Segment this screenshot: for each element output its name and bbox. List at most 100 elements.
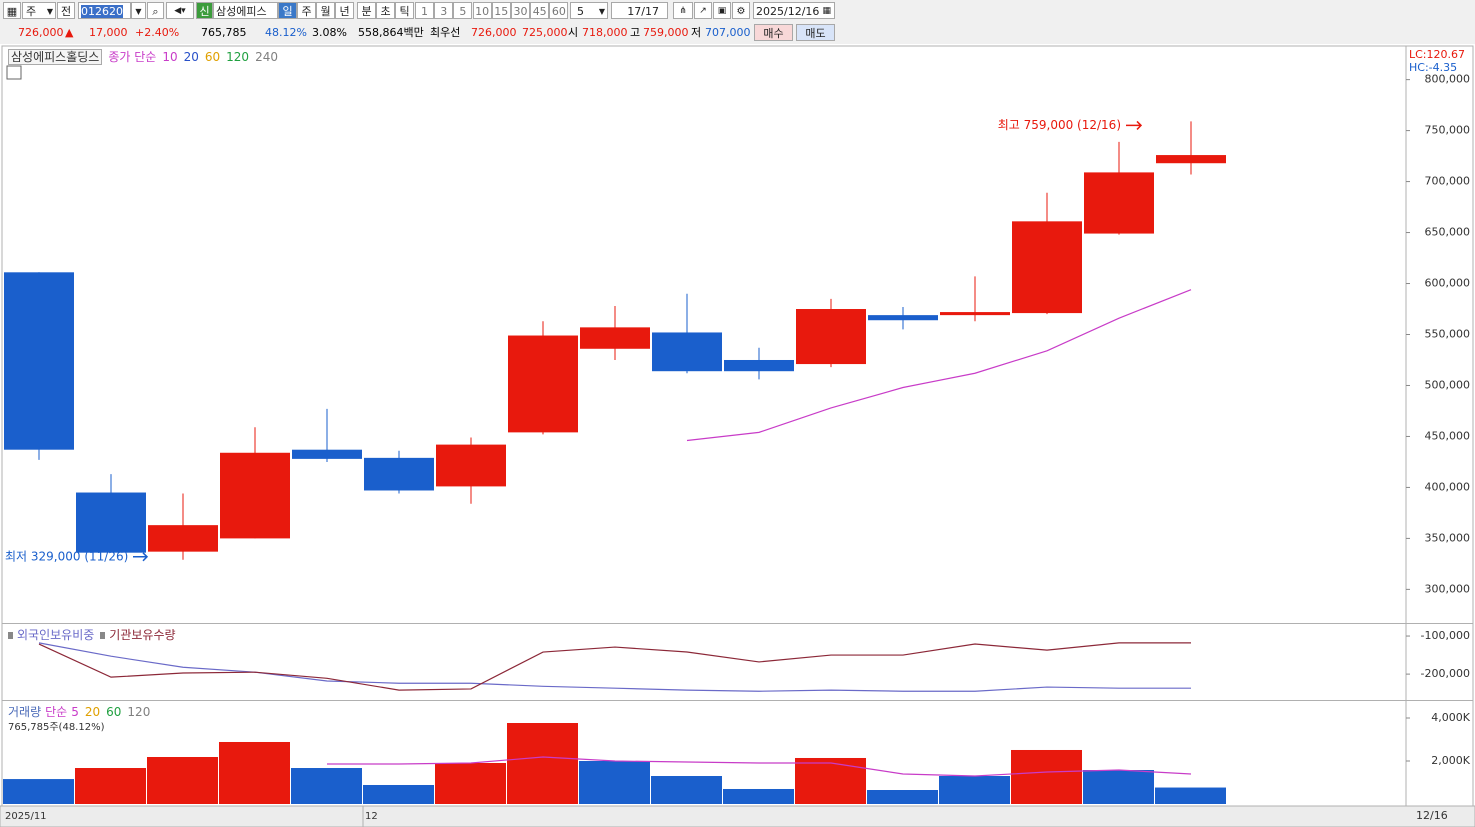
candle-body	[292, 449, 362, 459]
candle-body	[796, 309, 866, 365]
sell-button[interactable]: 매도	[796, 24, 835, 41]
minute-button[interactable]: 60	[549, 2, 569, 19]
legend-label: 기관보유수량	[109, 628, 176, 642]
minute-button[interactable]: 15	[491, 2, 511, 19]
save-icon[interactable]: ▣	[713, 2, 731, 19]
low: 707,000	[705, 26, 751, 39]
minute-button[interactable]: 5	[453, 2, 473, 19]
all-button[interactable]: 전	[57, 2, 75, 19]
candle-body	[652, 332, 722, 372]
table-icon[interactable]	[6, 65, 22, 80]
candle-body	[724, 359, 794, 372]
y-tick-label: 2,000K	[1431, 754, 1470, 767]
chart: LC:120.67 HC:-4.35 300,000 350,000 400,000…	[0, 45, 1475, 827]
y-tick-label: 700,000	[1425, 175, 1471, 188]
date-input[interactable]: 2025/12/16 ▦	[753, 2, 835, 19]
volume: 765,785	[201, 26, 247, 39]
interval-button[interactable]: 월	[316, 2, 335, 19]
period-text: 주	[26, 5, 37, 18]
bid: 725,000	[522, 26, 568, 39]
count-select[interactable]: 5 ▼	[570, 2, 608, 19]
candle-body	[508, 335, 578, 433]
open: 718,000	[582, 26, 628, 39]
candle-body	[220, 452, 290, 539]
chart-title: 거래량	[8, 705, 42, 719]
series-line	[686, 289, 1192, 442]
y-tick-label: 800,000	[1425, 73, 1471, 86]
volume-bar	[939, 776, 1010, 804]
candle-body	[868, 315, 938, 321]
annotation-arrow	[133, 552, 149, 562]
minute-button[interactable]: 3	[434, 2, 454, 19]
annotation-arrow	[1126, 120, 1143, 130]
minute-button[interactable]: 30	[511, 2, 530, 19]
candle-body	[940, 312, 1010, 316]
code-dropdown[interactable]: ▼	[131, 2, 146, 19]
legend-swatch	[8, 632, 13, 639]
low-label: 저	[691, 26, 702, 39]
interval-button[interactable]: 분	[357, 2, 376, 19]
volume-bar	[219, 741, 290, 804]
buy-button[interactable]: 매수	[754, 24, 793, 41]
candle-body	[1084, 172, 1154, 234]
y-tick-label: 550,000	[1425, 328, 1471, 341]
date-bar	[0, 805, 1475, 827]
candle-body	[580, 327, 650, 349]
new-badge[interactable]: 신	[196, 2, 213, 19]
high: 759,000	[643, 26, 689, 39]
change: 17,000	[89, 26, 128, 39]
last-volume-label: 765,785주(48.12%)	[8, 722, 105, 733]
menu-icon[interactable]: ▦	[3, 2, 21, 19]
interval-button[interactable]: 초	[376, 2, 395, 19]
y-tick-label: 450,000	[1425, 429, 1471, 442]
y-tick-label: -200,000	[1421, 667, 1470, 680]
settings-icon[interactable]: ⚙	[732, 2, 750, 19]
candle-body	[1012, 221, 1082, 314]
volume-legend: 거래량 단순 5 20 60 120 765,785주(48.12%)	[8, 703, 156, 733]
period-select[interactable]: 주 ▼	[22, 2, 56, 19]
search-button[interactable]: ⌕	[147, 2, 164, 19]
interval-button[interactable]: 년	[335, 2, 354, 19]
volume-bar	[795, 757, 866, 804]
count-text: 5	[577, 5, 584, 18]
minute-button[interactable]: 45	[530, 2, 550, 19]
amount: 558,864백만	[358, 26, 424, 39]
volume-bar	[3, 779, 74, 804]
volume-ratio: 48.12%	[265, 26, 307, 39]
interval-button[interactable]: 주	[297, 2, 316, 19]
series-line	[38, 642, 1191, 692]
interval-button[interactable]: 일	[278, 2, 297, 19]
sound-button[interactable]: ◀▾	[166, 2, 194, 19]
interval-button[interactable]: 틱	[395, 2, 414, 19]
minute-button[interactable]: 10	[472, 2, 492, 19]
y-tick-label: 4,000K	[1431, 711, 1470, 724]
minute-button[interactable]: 1	[415, 2, 434, 19]
candle-body	[364, 457, 434, 491]
date-text: 2025/12/16	[756, 5, 820, 18]
indicator-label: 종가 단순	[108, 50, 157, 64]
volume-bar	[1083, 770, 1154, 804]
candle-body	[4, 272, 74, 450]
y-tick-label: 300,000	[1425, 582, 1471, 595]
low-annotation: 최저 329,000 (11/26)	[5, 549, 128, 563]
indicator-label: 단순	[45, 705, 68, 719]
tool-icon[interactable]: ↗	[694, 2, 712, 19]
code-input[interactable]: 012620	[78, 2, 131, 19]
legend-entry: 기관보유수량	[100, 628, 176, 642]
legend-entry: 10	[162, 50, 178, 64]
y-tick-label: 600,000	[1425, 277, 1471, 290]
volume-bar	[723, 788, 794, 804]
volume-bar	[867, 790, 938, 804]
y-tick-label: 500,000	[1425, 378, 1471, 391]
hc-label: HC:-4.35	[1409, 61, 1457, 74]
legend-entry: 240	[255, 50, 278, 64]
volume-bar	[651, 776, 722, 804]
x-tick-label: 2025/11	[5, 811, 47, 822]
legend-label: 외국인보유비중	[17, 628, 95, 642]
series-line	[327, 756, 1192, 777]
x-tick-label: 12	[365, 811, 378, 822]
volume-bar	[1011, 749, 1082, 804]
chart-frame	[1, 45, 1474, 807]
tool-icon[interactable]: ⋔	[673, 2, 693, 19]
